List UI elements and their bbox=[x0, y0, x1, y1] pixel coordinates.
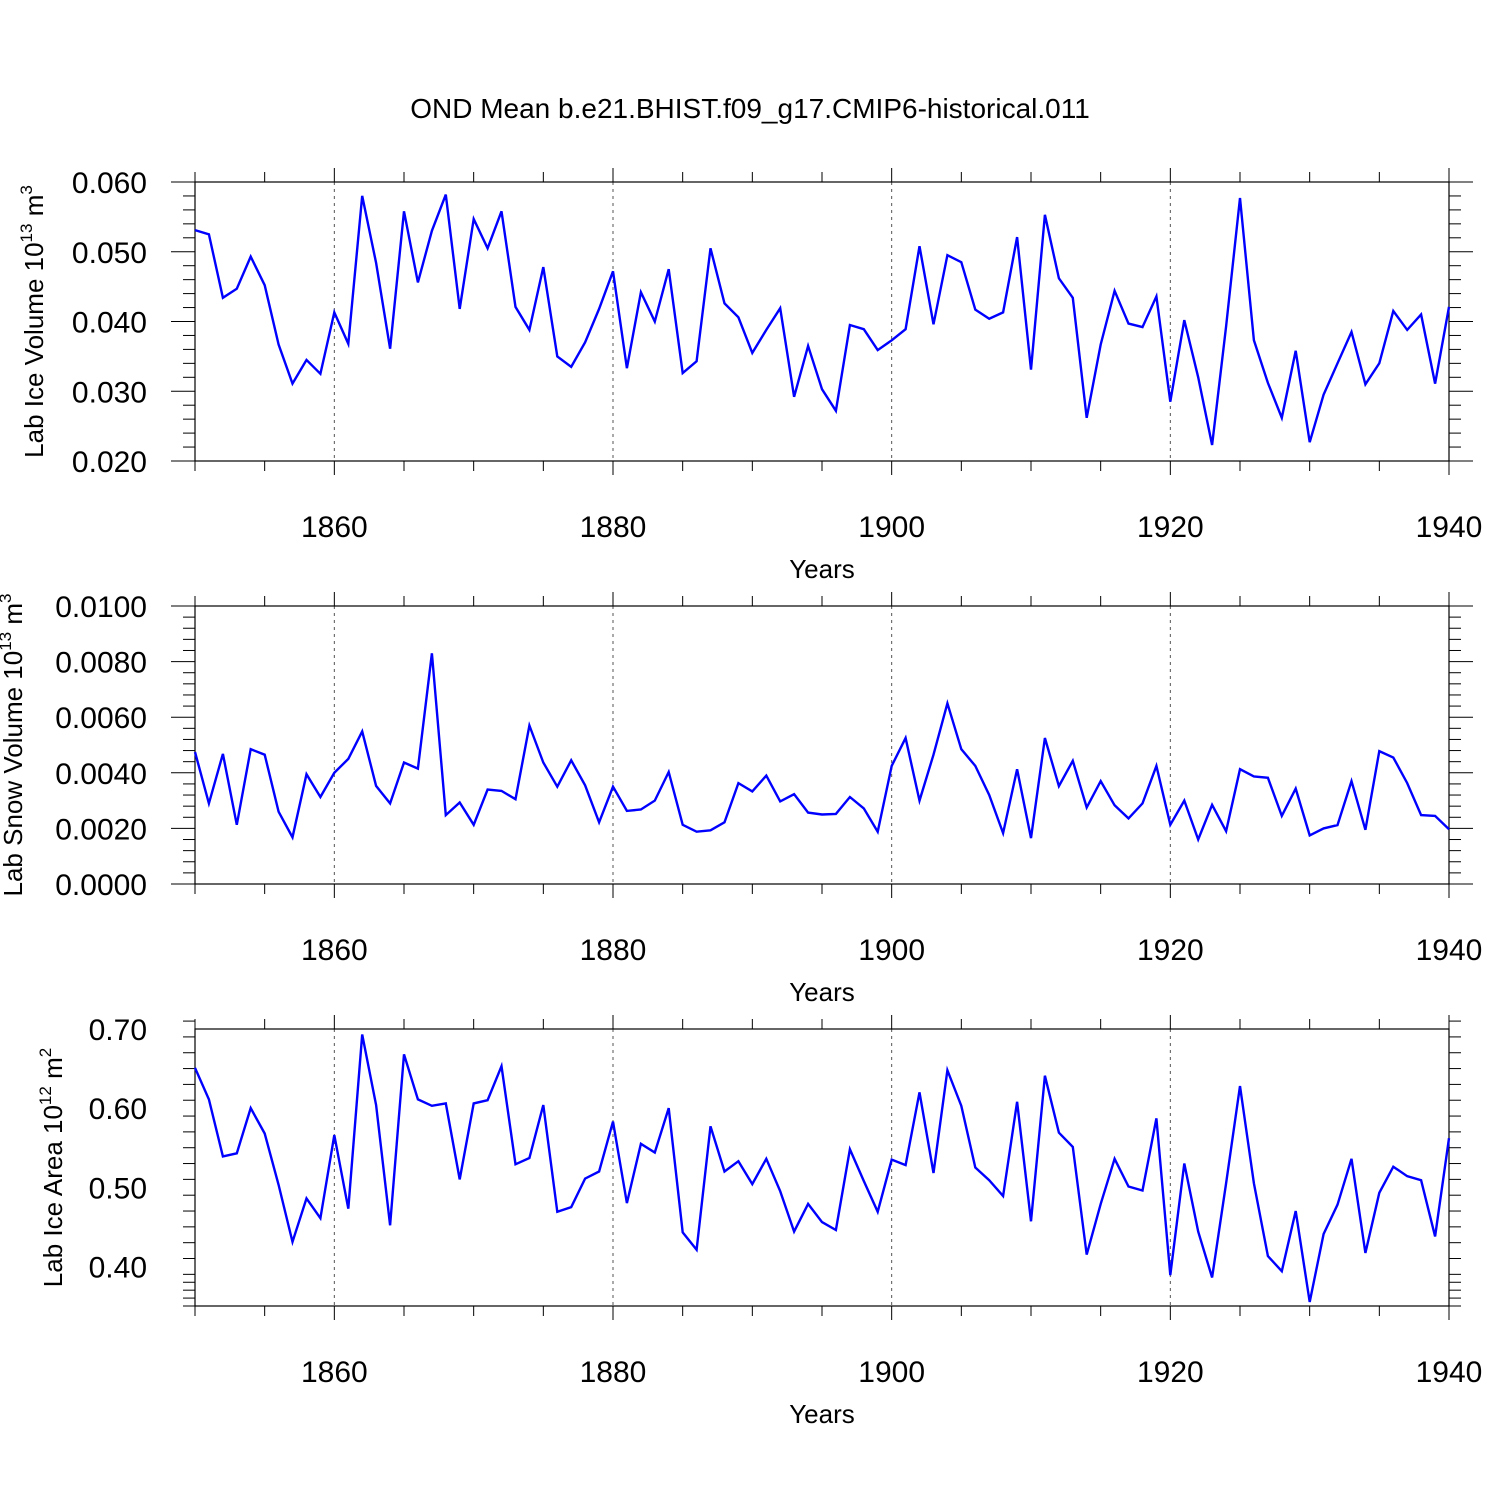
x-tick-label: 1920 bbox=[1137, 1356, 1204, 1389]
series-line bbox=[193, 653, 1450, 843]
y-tick-label: 0.0060 bbox=[55, 702, 147, 735]
y-tick-label: 0.030 bbox=[72, 376, 147, 409]
y-axis-title: Lab Snow Volume 1013 m3 bbox=[0, 593, 28, 896]
x-axis-title: Years bbox=[789, 1399, 855, 1429]
y-tick-label: 0.0020 bbox=[55, 813, 147, 846]
x-tick-label: 1880 bbox=[580, 934, 647, 967]
y-tick-label: 0.0000 bbox=[55, 869, 147, 902]
x-tick-label: 1900 bbox=[858, 934, 925, 967]
plot-frame bbox=[194, 605, 1450, 885]
x-tick-label: 1860 bbox=[301, 511, 368, 544]
x-tick-label: 1940 bbox=[1416, 511, 1483, 544]
x-tick-label: 1920 bbox=[1137, 511, 1204, 544]
plot-frame bbox=[194, 181, 1450, 462]
y-axis-title: Lab Ice Volume 1013 m3 bbox=[17, 185, 49, 458]
y-tick-label: 0.040 bbox=[72, 307, 147, 340]
panel-snow-volume: 1860 1880 1900 1920 1940 Years 0.0000 0.0020 0.0… bbox=[0, 591, 1482, 1007]
y-tick-label: 0.060 bbox=[72, 167, 147, 200]
x-axis-title: Years bbox=[789, 977, 855, 1007]
y-axis-title: Lab Ice Area 1012 m2 bbox=[36, 1048, 68, 1287]
y-tick-label: 0.0100 bbox=[55, 591, 147, 624]
y-tick-label: 0.50 bbox=[89, 1172, 147, 1205]
x-tick-label: 1860 bbox=[301, 1356, 368, 1389]
plot-frame bbox=[194, 1028, 1450, 1307]
y-tick-label: 0.40 bbox=[89, 1251, 147, 1284]
y-tick-label: 0.020 bbox=[72, 446, 147, 479]
x-tick-label: 1920 bbox=[1137, 934, 1204, 967]
x-tick-label: 1900 bbox=[858, 511, 925, 544]
x-tick-label: 1940 bbox=[1416, 1356, 1483, 1389]
series-line bbox=[194, 194, 1451, 446]
y-tick-label: 0.60 bbox=[89, 1093, 147, 1126]
y-tick-label: 0.0080 bbox=[55, 647, 147, 680]
y-tick-label: 0.0040 bbox=[55, 758, 147, 791]
y-tick-label: 0.050 bbox=[72, 237, 147, 270]
x-tick-label: 1900 bbox=[858, 1356, 925, 1389]
x-tick-label: 1880 bbox=[580, 511, 647, 544]
x-tick-label: 1860 bbox=[301, 934, 368, 967]
panel-ice-volume: 1860 1880 1900 1920 1940 Years 0.020 0.030 0.040… bbox=[17, 167, 1482, 584]
panel-ice-area: 1860 1880 1900 1920 1940 Years 0.40 0.50 0.60 0.7… bbox=[36, 1014, 1482, 1429]
x-tick-label: 1880 bbox=[580, 1356, 647, 1389]
x-axis-title: Years bbox=[789, 554, 855, 584]
series-line bbox=[193, 1034, 1451, 1303]
chart-title: OND Mean b.e21.BHIST.f09_g17.CMIP6-histo… bbox=[410, 93, 1090, 124]
y-tick-label: 0.70 bbox=[89, 1014, 147, 1047]
x-tick-label: 1940 bbox=[1416, 934, 1483, 967]
